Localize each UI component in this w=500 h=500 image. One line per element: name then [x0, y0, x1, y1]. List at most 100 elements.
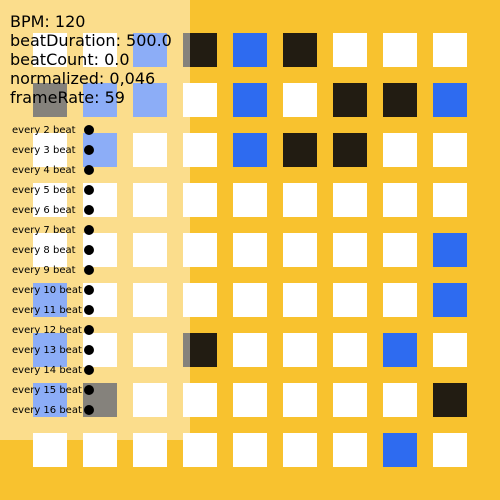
grid-cell	[133, 383, 167, 417]
beat-indicator-dot	[84, 145, 94, 155]
beat-indicator-list: every 2 beat every 3 beat every 4 beat ever…	[12, 120, 94, 420]
grid-cell	[433, 283, 467, 317]
beat-indicator-label: every 14 beat	[12, 364, 82, 376]
grid-cell	[433, 83, 467, 117]
grid-cell	[283, 333, 317, 367]
stats-panel: BPM: 120 beatDuration: 500.0 beatCount: …	[10, 12, 172, 107]
beat-indicator-row: every 7 beat	[12, 220, 94, 240]
grid-cell	[183, 83, 217, 117]
grid-cell	[333, 233, 367, 267]
grid-cell	[333, 333, 367, 367]
grid-cell	[433, 33, 467, 67]
beat-indicator-dot	[84, 265, 94, 275]
grid-cell	[283, 283, 317, 317]
beat-count-readout: beatCount: 0.0	[10, 50, 130, 69]
grid-cell	[33, 283, 67, 317]
beat-indicator-dot	[84, 345, 94, 355]
beat-indicator-label: every 2 beat	[12, 124, 76, 136]
grid-cell	[133, 433, 167, 467]
grid-cell	[333, 33, 367, 67]
beat-indicator-dot	[84, 185, 94, 195]
grid-cell	[433, 333, 467, 367]
beat-indicator-dot	[84, 165, 94, 175]
grid-cell	[233, 183, 267, 217]
beat-indicator-row: every 3 beat	[12, 140, 94, 160]
beat-indicator-dot	[84, 205, 94, 215]
grid-cell	[133, 33, 167, 67]
beat-indicator-dot	[84, 325, 94, 335]
grid-cell	[333, 383, 367, 417]
grid-cell	[33, 183, 67, 217]
grid-cell	[33, 33, 67, 67]
grid-cell	[83, 433, 117, 467]
grid-cell	[33, 133, 67, 167]
beat-indicator-label: every 9 beat	[12, 264, 76, 276]
beat-indicator-dot	[84, 405, 94, 415]
grid-cell	[133, 233, 167, 267]
grid-cell	[433, 233, 467, 267]
beat-indicator-label: every 10 beat	[12, 284, 82, 296]
grid-cell	[333, 133, 367, 167]
grid-cell	[333, 83, 367, 117]
frame-rate-readout: frameRate: 59	[10, 88, 125, 107]
grid-cell	[33, 333, 67, 367]
beat-indicator-row: every 6 beat	[12, 200, 94, 220]
beat-indicator-label: every 13 beat	[12, 344, 82, 356]
grid-cell	[133, 183, 167, 217]
beat-indicator-row: every 16 beat	[12, 400, 94, 420]
beat-indicator-label: every 5 beat	[12, 184, 76, 196]
beat-indicator-row: every 10 beat	[12, 280, 94, 300]
grid-cell	[183, 233, 217, 267]
grid-cell	[383, 433, 417, 467]
beat-indicator-dot	[84, 285, 94, 295]
beat-indicator-label: every 4 beat	[12, 164, 76, 176]
beat-indicator-label: every 11 beat	[12, 304, 82, 316]
beat-indicator-row: every 13 beat	[12, 340, 94, 360]
grid-cell	[283, 33, 317, 67]
beat-indicator-row: every 11 beat	[12, 300, 94, 320]
beat-indicator-label: every 16 beat	[12, 404, 82, 416]
beat-indicator-dot	[84, 125, 94, 135]
grid-cell	[283, 83, 317, 117]
beat-indicator-label: every 7 beat	[12, 224, 76, 236]
grid-cell	[283, 233, 317, 267]
grid-cell	[183, 433, 217, 467]
grid-cell	[383, 33, 417, 67]
grid-cell	[233, 233, 267, 267]
grid-cell	[383, 333, 417, 367]
grid-cell	[233, 283, 267, 317]
grid-cell	[183, 33, 217, 67]
grid-cell	[33, 383, 67, 417]
grid-cell	[383, 83, 417, 117]
grid-cell	[183, 383, 217, 417]
grid-cell	[183, 183, 217, 217]
beat-indicator-row: every 4 beat	[12, 160, 94, 180]
beat-indicator-row: every 8 beat	[12, 240, 94, 260]
beat-indicator-label: every 15 beat	[12, 384, 82, 396]
beat-indicator-dot	[84, 385, 94, 395]
grid-cell	[133, 133, 167, 167]
grid-cell	[383, 383, 417, 417]
grid-cell	[383, 133, 417, 167]
grid-cell	[183, 133, 217, 167]
grid-cell	[33, 233, 67, 267]
grid-cell	[383, 183, 417, 217]
grid-cell	[333, 433, 367, 467]
beat-indicator-dot	[84, 305, 94, 315]
grid-cell	[133, 283, 167, 317]
beat-indicator-label: every 6 beat	[12, 204, 76, 216]
grid-cell	[233, 83, 267, 117]
beat-indicator-row: every 2 beat	[12, 120, 94, 140]
beat-indicator-dot	[84, 365, 94, 375]
beat-indicator-row: every 5 beat	[12, 180, 94, 200]
grid-cell	[233, 383, 267, 417]
beat-indicator-label: every 3 beat	[12, 144, 76, 156]
beat-indicator-label: every 12 beat	[12, 324, 82, 336]
grid-cell	[233, 333, 267, 367]
grid-cell	[283, 183, 317, 217]
grid-cell	[283, 433, 317, 467]
grid-cell	[383, 283, 417, 317]
grid-cell	[183, 333, 217, 367]
grid-cell	[83, 33, 117, 67]
beat-indicator-row: every 9 beat	[12, 260, 94, 280]
